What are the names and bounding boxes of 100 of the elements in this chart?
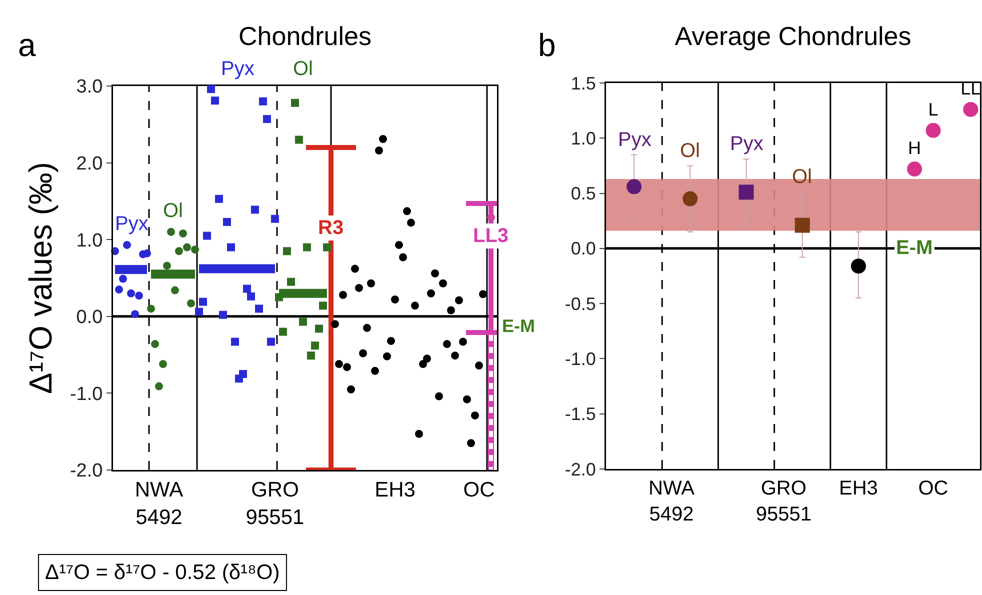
point [447,306,455,314]
point [295,136,303,144]
point [143,249,151,258]
point [355,284,363,292]
point [215,194,223,203]
point [115,286,123,294]
y-tick-label: 0.5 [570,184,596,204]
point [375,146,383,155]
point [131,310,139,318]
point [223,218,231,226]
point [347,385,355,394]
data-label: L [928,100,938,120]
point [343,363,351,372]
point [367,279,375,288]
x-tick-label: GRO 95551 [246,478,304,529]
y-tick-label: 1.0 [76,230,103,252]
point [794,218,810,233]
point [459,338,467,346]
point [963,102,978,117]
x-tick-label: OC [463,478,495,502]
point [475,362,483,370]
y-tick-label: -0.5 [564,294,596,314]
series-label: Pyx [618,129,652,151]
ref-line-label: E-M [502,316,535,336]
point [363,324,371,332]
series-label: Ol [163,200,183,222]
y-tick-label: 1.5 [570,73,596,94]
y-axis-title: Δ¹⁷O values (‰) [22,162,58,394]
point [626,179,642,194]
point [399,253,407,262]
point [411,302,419,310]
point [423,354,431,363]
point [439,279,447,288]
legend-label: LL3 [473,225,509,247]
point [155,382,163,390]
point [403,207,411,216]
y-tick-label: -1.5 [564,404,596,424]
point [738,184,754,200]
point [335,360,343,368]
point [487,213,495,222]
x-tick-label: EH3 [374,478,416,502]
point [211,96,219,105]
text: b [538,27,556,63]
y-tick-label: 2.0 [76,153,103,174]
point [243,284,251,293]
point [279,328,287,336]
point [219,310,227,319]
point [359,349,367,358]
point [303,243,311,252]
point [175,247,183,256]
point [159,360,167,368]
series-label: Ol [680,140,700,162]
point [167,228,175,236]
point [267,338,275,346]
text: a [18,27,36,63]
point [850,258,866,274]
point [195,308,203,316]
point [119,274,127,283]
point [247,292,255,300]
y-tick-label: -1.0 [70,384,103,405]
x-tick-label: NWA 5492 [134,478,184,529]
point [431,269,439,278]
point [123,240,131,249]
chart-title: Average Chondrules [674,21,912,52]
y-tick-label: 1.0 [570,128,596,148]
y-tick-label: -1.0 [564,349,596,370]
point [926,122,941,138]
series-label: Pyx [221,58,254,80]
series-label: R3 [318,217,344,239]
point [467,439,475,448]
point [391,296,399,304]
point [187,299,195,308]
point [231,338,239,346]
point [419,360,427,368]
point [435,392,443,400]
point [287,278,295,286]
point [371,366,379,375]
point [227,243,235,252]
point [271,214,279,223]
ref-line-label: E-M [896,237,933,259]
point [407,218,415,227]
x-tick-label: EH3 [838,478,878,500]
point [255,304,263,313]
y-tick-label: 3.0 [76,76,103,98]
point [207,85,215,94]
point [471,411,479,420]
point [183,243,191,252]
series-label: Ol [293,58,313,80]
point [351,264,359,273]
point [251,206,259,214]
data-label: H [908,138,922,158]
y-tick-label: 0.0 [76,307,103,328]
point [127,289,135,298]
point [463,395,471,404]
point [319,302,327,310]
point [339,290,347,299]
point [203,232,211,240]
point [199,298,207,306]
point [239,370,247,378]
point [907,162,922,177]
